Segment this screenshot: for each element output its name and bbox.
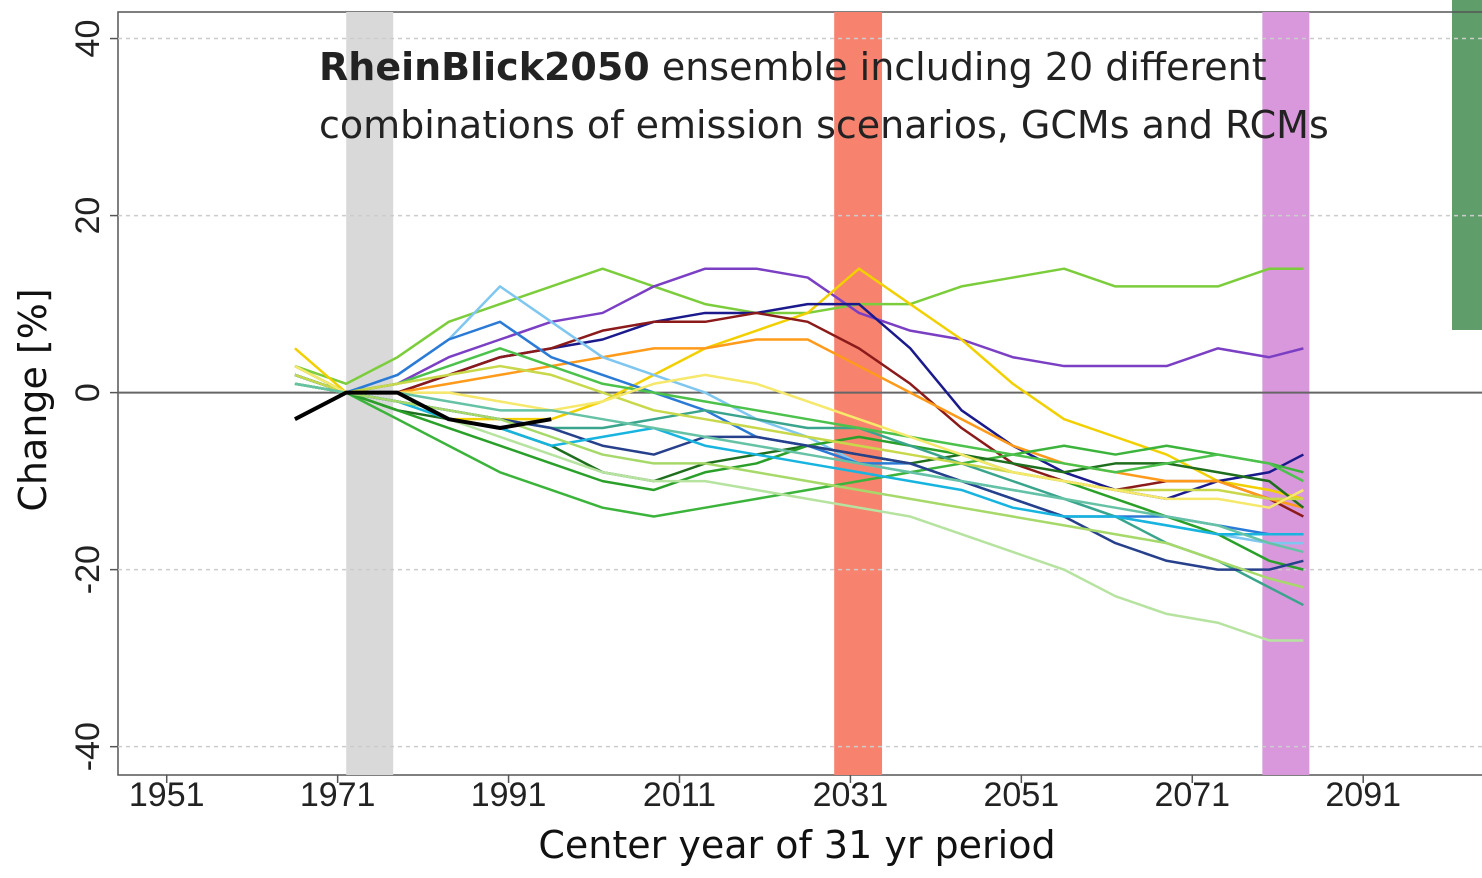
annotation-text: ensemble including 20 different [662,45,1267,89]
y-tick-label: -40 [69,722,107,771]
x-tick-label: 2091 [1325,776,1401,814]
series-line [295,375,1303,508]
annotation-line2: combinations of emission scenarios, GCMs… [319,103,1329,147]
x-tick-label: 2051 [984,776,1060,814]
x-tick-label: 2031 [813,776,889,814]
page: Center year of 31 yr period Change [%] 4… [0,0,1482,878]
y-tick-label: 0 [69,383,107,402]
annotation: RheinBlick2050 ensemble including 20 dif… [319,45,1267,89]
map-thumbnail [1452,0,1482,330]
x-tick-label: 1971 [300,776,376,814]
x-axis-label: Center year of 31 yr period [538,823,1055,867]
y-tick-label: 40 [69,20,107,58]
y-tick-label: 20 [69,197,107,235]
x-tick-label: 1991 [471,776,547,814]
x-tick-label: 2011 [643,776,716,814]
y-axis-label: Change [%] [11,288,55,511]
x-tick-label: 2071 [1154,776,1230,814]
annotation-bold: RheinBlick2050 [319,45,650,89]
chart: Center year of 31 yr period Change [%] 4… [0,0,1482,878]
y-tick-label: -20 [69,545,107,594]
series-line [295,313,1303,517]
series-line [295,366,1303,508]
x-tick-label: 1951 [129,776,205,814]
